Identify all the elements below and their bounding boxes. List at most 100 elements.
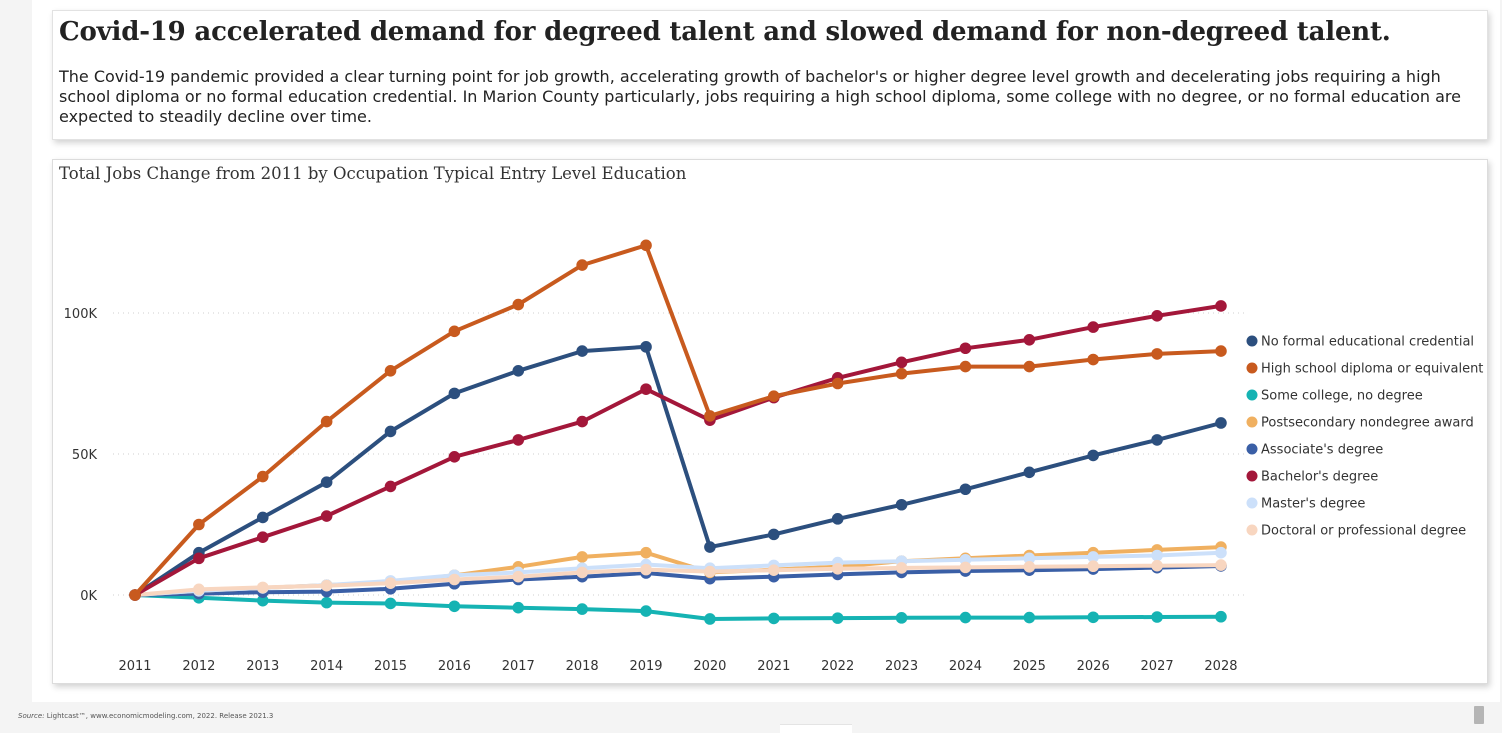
- bottom-tab[interactable]: [780, 724, 852, 733]
- data-point[interactable]: [129, 589, 141, 601]
- data-point[interactable]: [895, 562, 908, 574]
- data-point[interactable]: [1087, 551, 1099, 563]
- data-point[interactable]: [448, 451, 461, 463]
- data-point[interactable]: [193, 552, 205, 565]
- data-point[interactable]: [256, 511, 269, 524]
- data-point[interactable]: [1087, 321, 1099, 333]
- legend-item[interactable]: Doctoral or professional degree: [1246, 524, 1467, 539]
- data-point[interactable]: [448, 325, 461, 338]
- data-point[interactable]: [320, 415, 333, 428]
- series-bachelor-s-degree[interactable]: [129, 300, 1227, 601]
- data-point[interactable]: [512, 570, 525, 583]
- series-high-school-diploma-or-equivalent[interactable]: [129, 239, 1227, 601]
- data-point[interactable]: [1151, 434, 1163, 446]
- data-point[interactable]: [1023, 360, 1036, 373]
- legend-item[interactable]: Bachelor's degree: [1246, 470, 1379, 485]
- data-point[interactable]: [895, 356, 908, 369]
- data-point[interactable]: [1023, 466, 1036, 479]
- data-point[interactable]: [448, 573, 461, 586]
- data-point[interactable]: [193, 583, 205, 596]
- data-point[interactable]: [384, 365, 397, 377]
- data-point[interactable]: [1215, 610, 1227, 623]
- data-point[interactable]: [448, 600, 461, 613]
- data-point[interactable]: [768, 612, 780, 625]
- legend[interactable]: No formal educational credential High sch…: [1246, 335, 1484, 539]
- legend-item[interactable]: No formal educational credential: [1246, 335, 1475, 350]
- data-point[interactable]: [256, 594, 269, 607]
- data-point[interactable]: [256, 470, 269, 483]
- data-point[interactable]: [576, 415, 588, 428]
- data-point[interactable]: [959, 360, 972, 373]
- data-point[interactable]: [768, 564, 780, 576]
- data-point[interactable]: [704, 410, 716, 422]
- data-point[interactable]: [831, 377, 844, 390]
- line-chart[interactable]: Total Jobs Change from 2011 by Occupatio…: [53, 160, 1487, 683]
- data-point[interactable]: [576, 345, 588, 357]
- data-point[interactable]: [1215, 417, 1227, 429]
- data-point[interactable]: [512, 365, 525, 377]
- data-point[interactable]: [895, 498, 908, 511]
- data-point[interactable]: [384, 577, 397, 589]
- data-point[interactable]: [831, 612, 844, 624]
- data-point[interactable]: [512, 601, 525, 614]
- data-point[interactable]: [576, 551, 588, 563]
- data-point[interactable]: [768, 528, 780, 541]
- data-point[interactable]: [1215, 345, 1227, 357]
- data-point[interactable]: [320, 596, 333, 609]
- data-point[interactable]: [1215, 559, 1227, 571]
- series-line[interactable]: [133, 303, 1223, 597]
- data-point[interactable]: [1023, 552, 1036, 565]
- data-point[interactable]: [640, 546, 652, 559]
- data-point[interactable]: [1151, 611, 1163, 623]
- data-point[interactable]: [1087, 449, 1099, 462]
- data-point[interactable]: [448, 387, 461, 400]
- data-point[interactable]: [256, 531, 269, 543]
- data-point[interactable]: [320, 579, 333, 592]
- data-point[interactable]: [831, 562, 844, 575]
- data-point[interactable]: [1023, 561, 1036, 573]
- data-point[interactable]: [1215, 546, 1227, 559]
- series-line[interactable]: [133, 243, 1223, 597]
- data-point[interactable]: [1087, 353, 1099, 366]
- legend-item[interactable]: Master's degree: [1246, 497, 1366, 512]
- data-point[interactable]: [640, 341, 652, 353]
- data-point[interactable]: [1151, 559, 1163, 572]
- series-doctoral-or-professional-degree[interactable]: [129, 559, 1227, 601]
- series-line[interactable]: [133, 344, 1223, 597]
- data-point[interactable]: [1151, 549, 1163, 562]
- legend-item[interactable]: Some college, no degree: [1246, 389, 1423, 404]
- data-point[interactable]: [640, 383, 652, 395]
- data-point[interactable]: [895, 612, 908, 624]
- data-point[interactable]: [384, 425, 397, 438]
- data-point[interactable]: [1023, 611, 1036, 624]
- data-point[interactable]: [1151, 310, 1163, 322]
- data-point[interactable]: [640, 239, 652, 252]
- scrollbar-thumb[interactable]: [1474, 706, 1484, 724]
- legend-item[interactable]: Postsecondary nondegree award: [1246, 416, 1474, 431]
- data-point[interactable]: [1087, 560, 1099, 573]
- series-line[interactable]: [133, 564, 1223, 597]
- data-point[interactable]: [576, 566, 588, 579]
- series-line[interactable]: [133, 563, 1223, 597]
- data-point[interactable]: [1087, 611, 1099, 624]
- data-point[interactable]: [1023, 333, 1036, 346]
- data-point[interactable]: [384, 480, 397, 493]
- data-point[interactable]: [320, 510, 333, 522]
- data-point[interactable]: [959, 483, 972, 496]
- data-point[interactable]: [256, 581, 269, 594]
- legend-item[interactable]: Associate's degree: [1246, 443, 1384, 458]
- data-point[interactable]: [640, 563, 652, 576]
- series-line[interactable]: [133, 593, 1223, 621]
- data-point[interactable]: [704, 613, 716, 625]
- data-point[interactable]: [512, 434, 525, 446]
- data-point[interactable]: [959, 611, 972, 624]
- data-point[interactable]: [704, 541, 716, 553]
- data-point[interactable]: [640, 605, 652, 617]
- data-point[interactable]: [959, 561, 972, 574]
- legend-item[interactable]: High school diploma or equivalent: [1246, 362, 1484, 377]
- data-point[interactable]: [1215, 300, 1227, 312]
- data-point[interactable]: [959, 342, 972, 355]
- data-point[interactable]: [576, 259, 588, 271]
- data-point[interactable]: [320, 476, 333, 489]
- data-point[interactable]: [1151, 348, 1163, 360]
